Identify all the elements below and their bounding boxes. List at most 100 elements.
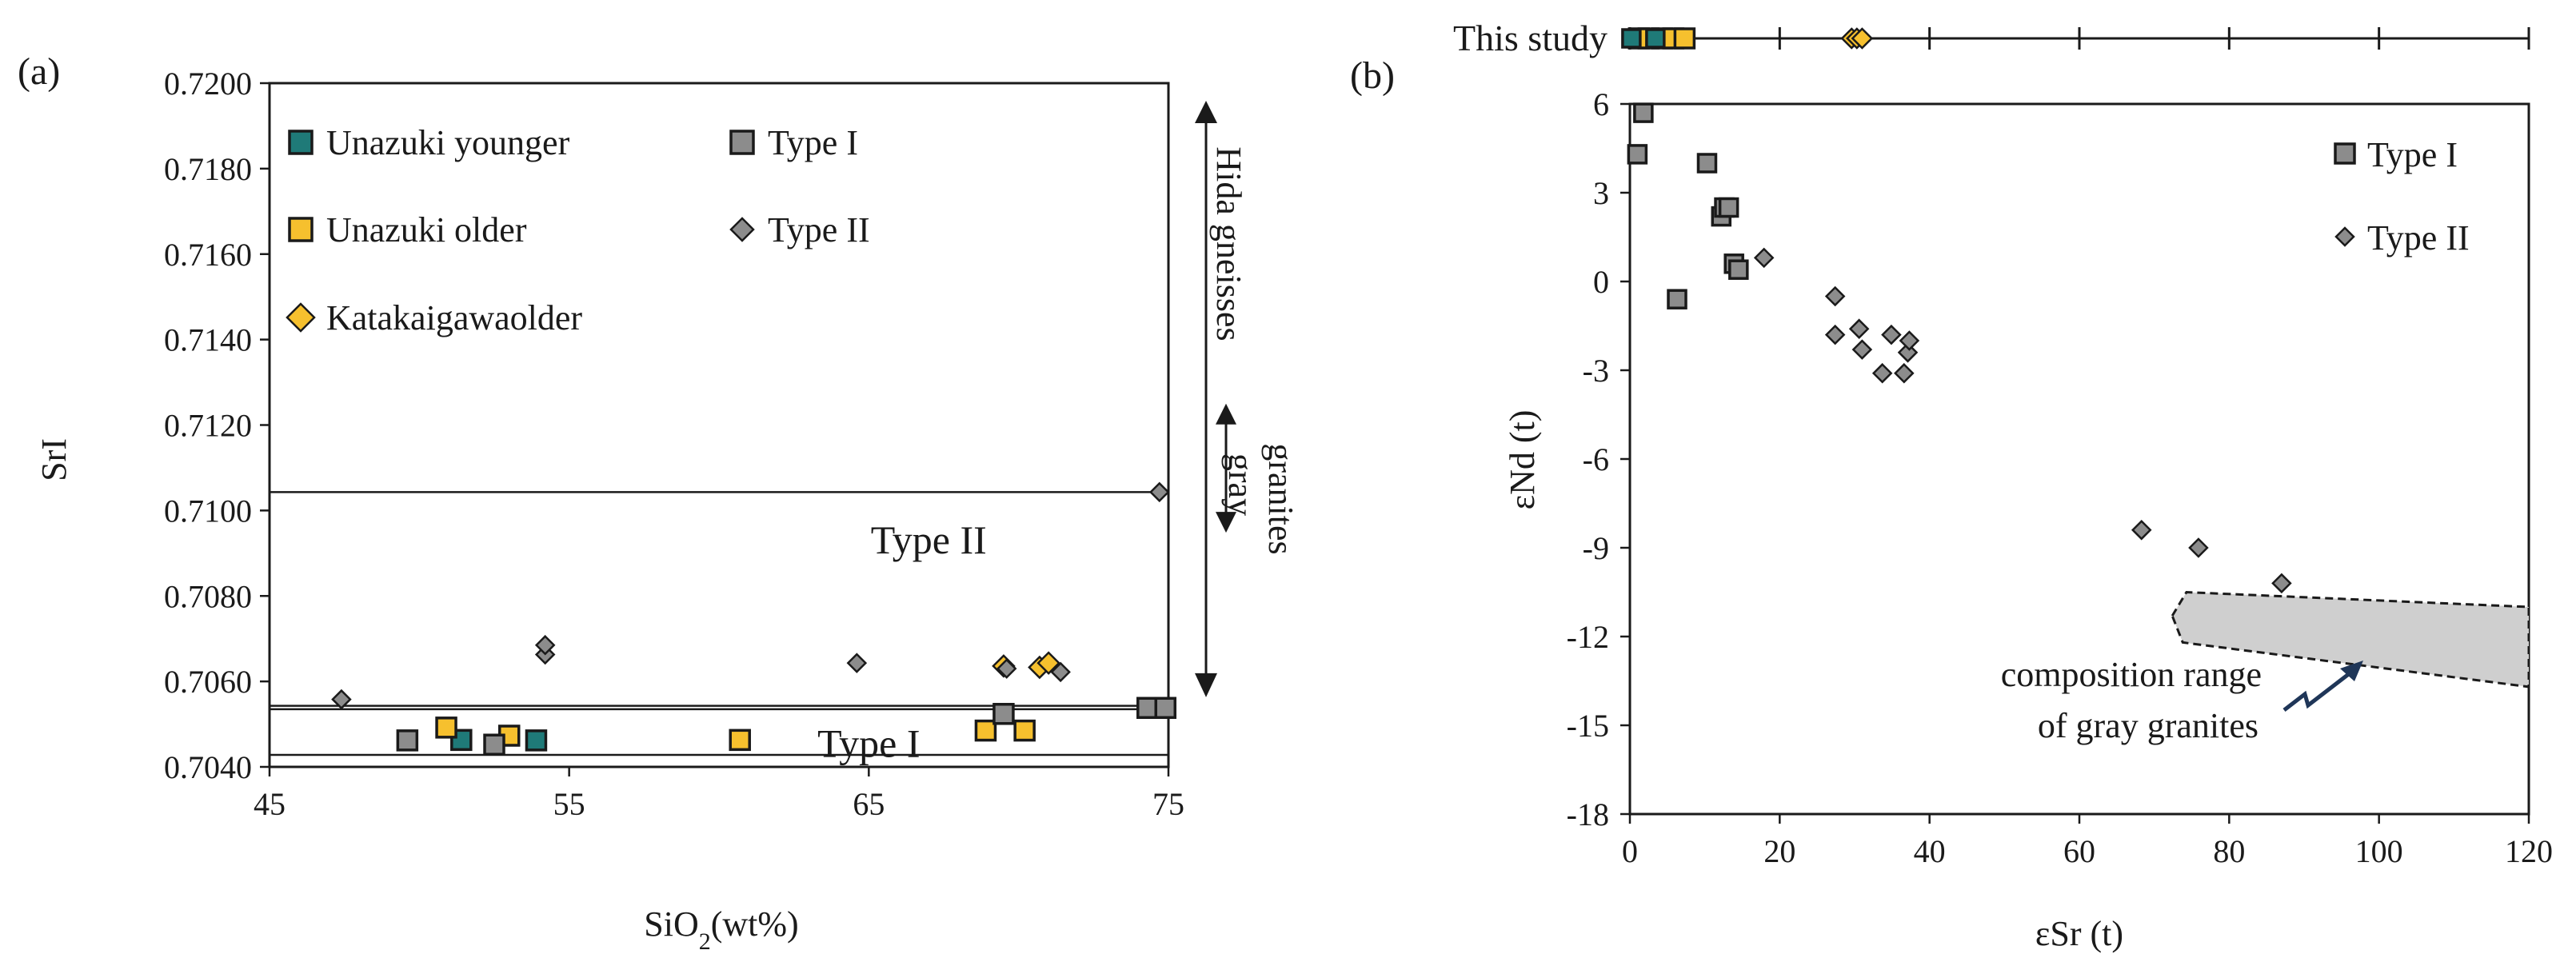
legend-katakaigawa-label: Katakaigawaolder — [326, 298, 582, 337]
b-y-tick-label: 0 — [1593, 264, 1609, 300]
type-ii-point — [2188, 537, 2209, 558]
b-x-axis-label: εSr (t) — [2035, 914, 2123, 953]
hida-gneisses-label-spacer — [1184, 104, 1192, 112]
b-y-tick-label: -18 — [1567, 796, 1609, 832]
type-ii-point — [1848, 318, 1870, 339]
a-data-points — [331, 481, 1177, 756]
type-ii-point — [1881, 324, 1902, 345]
b-y-tick-label: -12 — [1567, 619, 1609, 655]
type-ii-point — [996, 658, 1017, 679]
a-x-label-sub: 2 — [699, 928, 711, 955]
type-ii-point — [2271, 573, 2292, 594]
type-i-point — [992, 702, 1015, 725]
gray-granite-composition-field — [2171, 590, 2530, 689]
b-x-tick-label: 80 — [2213, 833, 2245, 869]
b-x-tick-label: 60 — [2063, 833, 2095, 869]
type-ii-point — [1824, 324, 1846, 345]
this-study-unazuki-younger-point — [1645, 28, 1666, 49]
b-legend-type-i-label: Type I — [2367, 135, 2458, 174]
type-i-point — [1667, 289, 1687, 309]
this-study-unazuki-younger-point — [1621, 28, 1642, 49]
b-x-tick-label: 20 — [1763, 833, 1795, 869]
field-label-line-2: of gray granites — [2038, 706, 2258, 745]
type-ii-point — [2131, 520, 2152, 541]
legend-unazuki-older-label: Unazuki older — [326, 210, 527, 249]
field-label-line-1: composition range — [2001, 655, 2262, 694]
a-axis-ticks: 0.7040 0.7060 0.7080 0.7100 0.7120 0.7140 0.71… — [164, 66, 1184, 822]
type-i-point — [483, 733, 505, 756]
a-y-tick-label: 0.7140 — [164, 322, 252, 358]
type-ii-point — [1897, 342, 1919, 363]
legend-type-ii-label: Type II — [768, 210, 870, 249]
b-data-points — [1627, 102, 2292, 594]
a-y-tick-label: 0.7160 — [164, 237, 252, 273]
type-i-point — [1633, 102, 1654, 123]
panel-b-label: (b) — [1350, 54, 1395, 97]
type-ii-point — [1899, 330, 1920, 351]
a-y-tick-label: 0.7040 — [164, 749, 252, 785]
a-y-tick-label: 0.7120 — [164, 408, 252, 444]
a-x-tick-label: 75 — [1152, 786, 1184, 822]
b-y-tick-label: 3 — [1593, 175, 1609, 211]
gray-granites-label-1: gray — [1221, 453, 1260, 516]
hida-gneisses-arrow-up — [1195, 101, 1217, 123]
a-y-tick-label: 0.7200 — [164, 66, 252, 102]
type-ii-point — [1753, 247, 1775, 269]
type-i-range-label: Type I — [817, 721, 920, 766]
katakaigawa-point — [1036, 651, 1060, 675]
a-x-label-main: SiO — [644, 904, 698, 944]
type-i-point — [396, 729, 419, 752]
this-study-unazuki-older-point — [1673, 27, 1696, 50]
b-legend-type-ii-icon — [2334, 226, 2355, 247]
a-y-tick-label: 0.7180 — [164, 151, 252, 187]
type-ii-point — [1050, 661, 1071, 683]
b-y-tick-label: -15 — [1567, 708, 1609, 744]
legend-unazuki-younger-icon — [288, 130, 314, 155]
type-i-point — [1136, 697, 1159, 720]
b-x-tick-label: 100 — [2355, 833, 2403, 869]
b-y-tick-label: -9 — [1583, 530, 1609, 566]
b-y-tick-label: -6 — [1583, 441, 1609, 477]
b-y-tick-label: -3 — [1583, 353, 1609, 389]
panel-a-label: (a) — [18, 50, 60, 93]
a-y-tick-label: 0.7100 — [164, 493, 252, 529]
a-reference-lines — [270, 491, 1168, 756]
b-legend-type-i-icon — [2334, 142, 2356, 165]
a-range-labels: Type II Type I — [817, 517, 987, 766]
type-i-point — [1718, 197, 1739, 218]
field-arrowhead-icon — [2340, 661, 2363, 681]
b-x-tick-label: 40 — [1914, 833, 1946, 869]
legend-katakaigawa-icon — [286, 302, 316, 333]
b-y-tick-label: 6 — [1593, 86, 1609, 122]
a-x-label-unit: (wt%) — [711, 904, 799, 944]
type-ii-point — [1148, 481, 1170, 503]
gray-granites-label-2: granites — [1261, 443, 1300, 554]
type-ii-point — [534, 634, 556, 656]
a-y-tick-label: 0.7060 — [164, 664, 252, 700]
hida-gneisses-arrow-down — [1195, 673, 1217, 697]
legend-type-i-label: Type I — [768, 123, 858, 162]
this-study-label: This study — [1453, 18, 1608, 58]
a-y-axis-label: SrI — [34, 438, 74, 481]
type-ii-point — [331, 689, 352, 710]
type-i-point — [1696, 153, 1718, 174]
a-x-tick-label: 65 — [853, 786, 885, 822]
gray-granite-field: composition range of gray granites — [2001, 590, 2530, 745]
panel-b: (b) This study composition range of gray … — [1350, 18, 2553, 953]
unazuki-older-point — [1013, 719, 1036, 742]
type-ii-point — [1894, 362, 1915, 384]
b-legend: Type I Type II — [2334, 135, 2470, 257]
this-study-katakaigawa-point — [1851, 27, 1874, 50]
type-ii-point — [846, 653, 868, 673]
a-x-tick-label: 45 — [254, 786, 286, 822]
type-ii-point — [1851, 339, 1873, 360]
type-ii-point — [1824, 285, 1846, 307]
type-i-point — [1728, 259, 1749, 280]
a-x-axis-label: SiO2(wt%) — [644, 904, 798, 955]
unazuki-older-point — [435, 717, 457, 739]
b-y-axis-label: εNd (t) — [1503, 410, 1542, 510]
type-ii-range-label: Type II — [871, 517, 987, 562]
b-legend-type-ii-label: Type II — [2367, 218, 2470, 257]
